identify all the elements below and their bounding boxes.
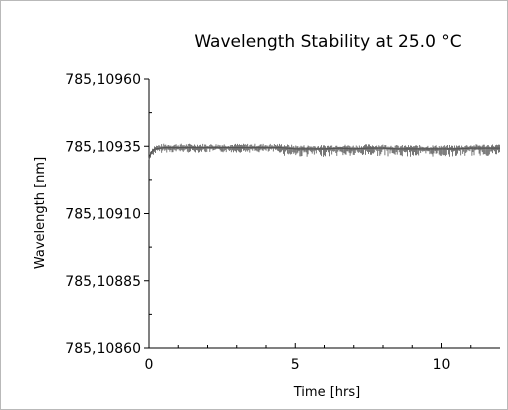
x-tick-label: 5 [291, 357, 300, 373]
y-axis-label: Wavelength [nm] [33, 157, 48, 269]
x-axis-label: Time [hrs] [293, 385, 360, 400]
x-tick-label: 10 [433, 357, 451, 373]
y-tick-label: 785,10860 [65, 341, 141, 357]
chart-title: Wavelength Stability at 25.0 °C [194, 32, 461, 52]
y-tick-label: 785,10935 [65, 139, 141, 155]
plot-axes [148, 79, 500, 349]
x-tick-label: 0 [145, 357, 154, 373]
y-tick-label: 785,10910 [65, 207, 141, 223]
axis-ticks: 785,10860 785,10885 785,10910 785,10935 785,… [65, 72, 472, 373]
data-series [148, 143, 501, 160]
y-tick-label: 785,10960 [65, 72, 141, 88]
y-tick-label: 785,10885 [65, 274, 141, 290]
